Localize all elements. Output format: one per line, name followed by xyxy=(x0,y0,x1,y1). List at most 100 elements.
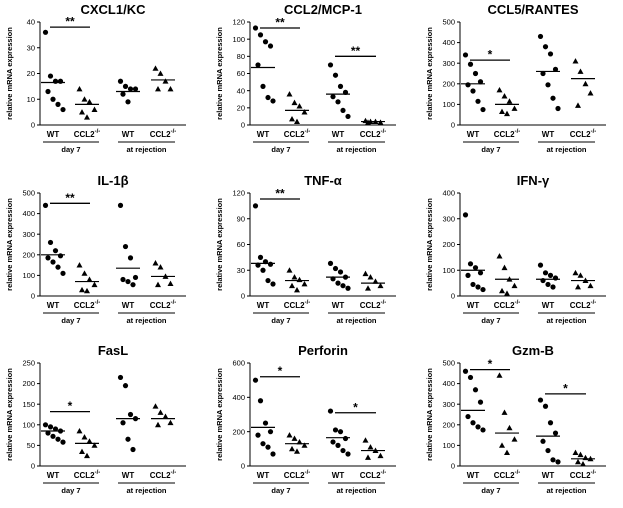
data-point xyxy=(545,447,551,454)
data-point xyxy=(257,398,264,404)
x-category-label: CCL2-/- xyxy=(284,470,311,480)
y-tick-label: 40 xyxy=(27,18,35,27)
data-point xyxy=(294,286,300,293)
y-tick-label: 30 xyxy=(27,43,35,52)
data-point xyxy=(294,448,300,454)
data-point xyxy=(475,284,481,290)
y-tick-label: 0 xyxy=(451,462,455,471)
data-point xyxy=(542,44,549,50)
data-point xyxy=(572,449,579,456)
data-point xyxy=(86,276,93,282)
data-point xyxy=(155,85,161,92)
data-point xyxy=(130,282,136,288)
data-point xyxy=(289,115,295,122)
significance-label: ** xyxy=(65,191,75,205)
y-tick-label: 250 xyxy=(22,359,35,368)
data-point xyxy=(545,281,551,288)
data-point xyxy=(332,72,339,78)
x-category-label: CCL2-/- xyxy=(284,129,311,139)
y-tick-label: 400 xyxy=(22,209,35,218)
data-point xyxy=(270,281,276,287)
data-point xyxy=(365,285,371,291)
y-axis-label: relative mRNA expression xyxy=(425,368,434,461)
y-tick-label: 30 xyxy=(237,266,245,275)
group-label: day 7 xyxy=(481,145,500,154)
data-point xyxy=(552,430,559,436)
panel-1: CCL2/MCP-1 relative mRNA expression 0 20 40 6… xyxy=(215,2,396,154)
data-point xyxy=(335,280,341,286)
panel-0: CXCL1/KC relative mRNA expression 0 10 20 30 4… xyxy=(5,2,186,154)
data-point xyxy=(327,62,334,68)
x-category-label: CCL2-/- xyxy=(494,129,521,139)
group-label: day 7 xyxy=(61,486,80,495)
data-point xyxy=(340,447,346,454)
y-axis-label: relative mRNA expression xyxy=(5,27,14,120)
x-category-superscript: -/- xyxy=(95,129,101,135)
x-category-label: CCL2-/- xyxy=(360,129,387,139)
data-point xyxy=(122,243,129,250)
data-point xyxy=(462,52,469,58)
group-label: at rejection xyxy=(126,316,166,325)
data-point xyxy=(335,99,341,105)
data-point xyxy=(475,424,481,430)
data-point xyxy=(550,95,556,101)
y-tick-label: 200 xyxy=(442,240,455,249)
group-label: at rejection xyxy=(126,486,166,495)
data-point xyxy=(296,103,303,109)
x-category-superscript: -/- xyxy=(515,300,521,306)
data-point xyxy=(130,446,136,453)
data-point xyxy=(337,269,344,275)
data-point xyxy=(301,109,308,115)
data-point xyxy=(91,442,98,448)
data-point xyxy=(125,436,131,442)
y-tick-label: 200 xyxy=(22,250,35,259)
data-point xyxy=(555,459,561,465)
data-point xyxy=(42,422,49,428)
y-tick-label: 100 xyxy=(22,271,35,280)
data-point xyxy=(76,85,83,92)
data-point xyxy=(60,439,66,445)
data-point xyxy=(472,387,479,393)
group-label: day 7 xyxy=(271,486,290,495)
data-point xyxy=(367,274,374,280)
y-tick-label: 60 xyxy=(237,69,245,78)
y-tick-label: 500 xyxy=(442,18,455,27)
data-point xyxy=(86,98,93,105)
data-point xyxy=(47,73,54,79)
x-category-superscript: -/- xyxy=(305,129,311,135)
data-point xyxy=(501,264,508,271)
x-category-label: CCL2-/- xyxy=(360,470,387,480)
data-point xyxy=(504,290,510,296)
group-label: day 7 xyxy=(271,316,290,325)
group-label: day 7 xyxy=(271,145,290,154)
data-point xyxy=(470,281,476,288)
x-category-superscript: -/- xyxy=(381,129,387,135)
data-point xyxy=(265,444,271,450)
x-category-label: CCL2-/- xyxy=(360,300,387,310)
data-point xyxy=(265,94,271,101)
y-tick-label: 90 xyxy=(237,214,245,223)
data-point xyxy=(286,432,293,438)
y-tick-label: 0 xyxy=(241,121,245,130)
y-tick-label: 120 xyxy=(232,18,245,27)
x-category-label: CCL2-/- xyxy=(494,470,521,480)
y-axis-label: relative mRNA expression xyxy=(215,368,224,461)
data-point xyxy=(155,281,161,288)
y-tick-label: 300 xyxy=(22,230,35,239)
data-point xyxy=(270,98,276,104)
data-point xyxy=(587,90,594,96)
x-category-label: CCL2-/- xyxy=(150,470,177,480)
y-tick-label: 400 xyxy=(232,393,245,402)
data-point xyxy=(542,403,549,409)
data-point xyxy=(577,272,584,278)
x-category-label: WT xyxy=(47,471,60,480)
data-point xyxy=(291,99,298,106)
panel-title: IFN-γ xyxy=(517,173,550,188)
data-point xyxy=(577,451,584,458)
data-point xyxy=(477,270,484,276)
y-axis-label: relative mRNA expression xyxy=(215,27,224,120)
y-tick-label: 200 xyxy=(442,79,455,88)
data-point xyxy=(504,110,510,117)
panel-3: IL-1β relative mRNA expression 0 100 200 300 4… xyxy=(5,173,186,325)
x-category-label: WT xyxy=(542,301,555,310)
